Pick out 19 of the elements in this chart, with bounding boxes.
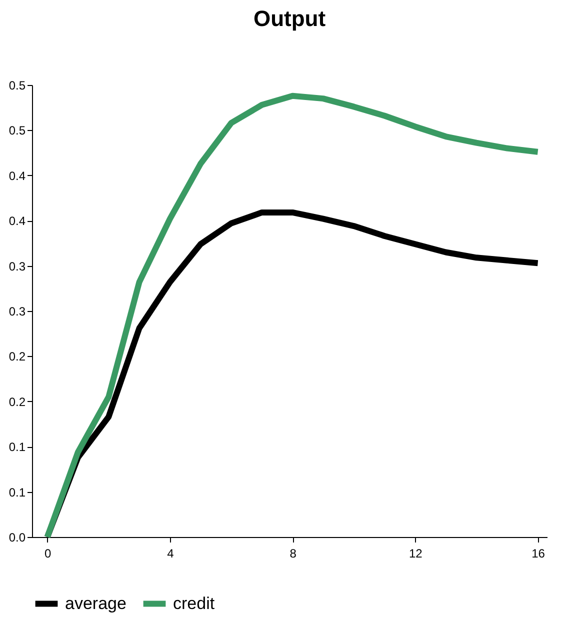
y-tick-label: 0.4	[8, 168, 26, 183]
x-tick-label: 8	[290, 546, 297, 560]
y-tick-label: 0.5	[8, 124, 26, 138]
x-tick-label: 16	[532, 546, 546, 560]
y-tick-label: 0.1	[8, 485, 26, 500]
y-tick-label: 0.3	[8, 304, 26, 318]
x-tick-label: 12	[409, 546, 423, 560]
y-tick-label: 0.0	[8, 530, 26, 544]
y-tick-label: 0.2	[8, 350, 26, 364]
y-tick-label: 0.2	[8, 394, 26, 409]
y-tick-label: 0.5	[8, 78, 26, 92]
y-tick-label: 0.1	[8, 440, 26, 454]
y-tick-label: 0.3	[8, 259, 26, 274]
legend-label: average	[65, 594, 126, 613]
chart-title: Output	[253, 6, 326, 31]
legend-label: credit	[173, 594, 215, 613]
y-tick-label: 0.4	[8, 214, 26, 228]
x-tick-label: 4	[167, 546, 174, 560]
x-tick-label: 0	[44, 546, 52, 560]
